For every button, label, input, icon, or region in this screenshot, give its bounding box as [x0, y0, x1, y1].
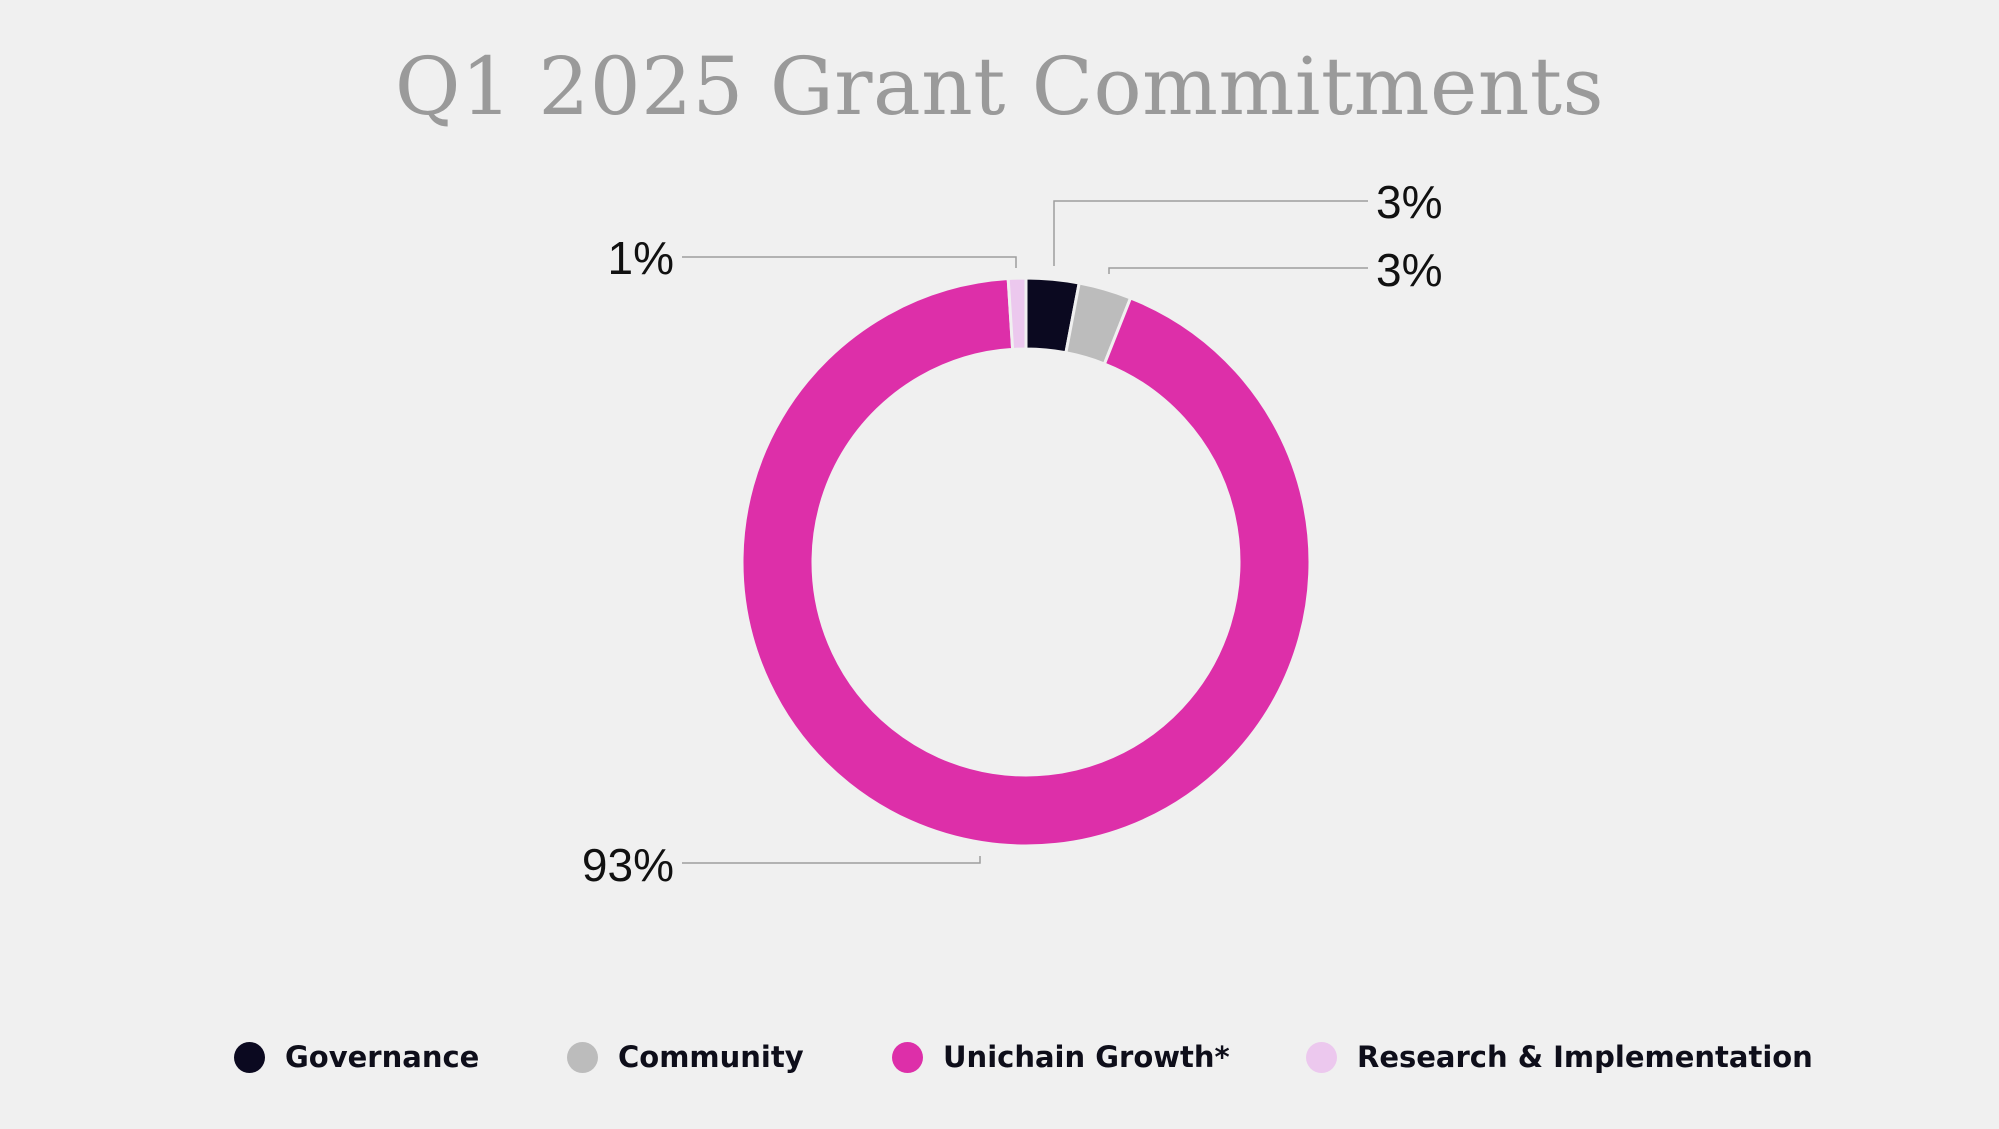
legend-label-unichain-growth: Unichain Growth*	[943, 1040, 1230, 1074]
leader-line-governance	[1053, 200, 1368, 266]
data-label-research-implementation: 1%	[608, 232, 674, 284]
slice-unichain-growth	[740, 276, 1312, 848]
donut-slices	[740, 276, 1312, 848]
legend-swatch-governance	[234, 1041, 265, 1073]
legend-label-governance: Governance	[285, 1040, 480, 1074]
donut-chart: 3% 3% 93% 1%	[582, 176, 1443, 891]
legend-item-community: Community	[567, 1035, 804, 1079]
slice-research-implementation	[1006, 276, 1028, 352]
chart-title: Q1 2025 Grant Commitments	[394, 40, 1605, 133]
leader-line-community	[1108, 267, 1368, 274]
leader-line-unichain-growth	[682, 856, 981, 864]
legend-label-research-implementation: Research & Implementation	[1357, 1040, 1813, 1074]
data-labels: 3% 3% 93% 1%	[582, 176, 1443, 891]
legend-label-community: Community	[618, 1040, 804, 1074]
leader-line-research-implementation	[682, 256, 1017, 268]
legend-item-unichain-growth: Unichain Growth*	[892, 1035, 1230, 1079]
legend-swatch-community	[567, 1041, 598, 1073]
legend: Governance Community Unichain Growth* Re…	[0, 1035, 1999, 1079]
legend-swatch-unichain-growth	[892, 1041, 923, 1073]
data-label-unichain-growth: 93%	[582, 839, 674, 891]
legend-swatch-research-implementation	[1306, 1041, 1337, 1073]
data-label-community: 3%	[1376, 244, 1442, 296]
data-label-governance: 3%	[1376, 176, 1442, 228]
leader-lines	[682, 200, 1368, 864]
legend-item-research-implementation: Research & Implementation	[1306, 1035, 1813, 1079]
legend-item-governance: Governance	[234, 1035, 479, 1079]
